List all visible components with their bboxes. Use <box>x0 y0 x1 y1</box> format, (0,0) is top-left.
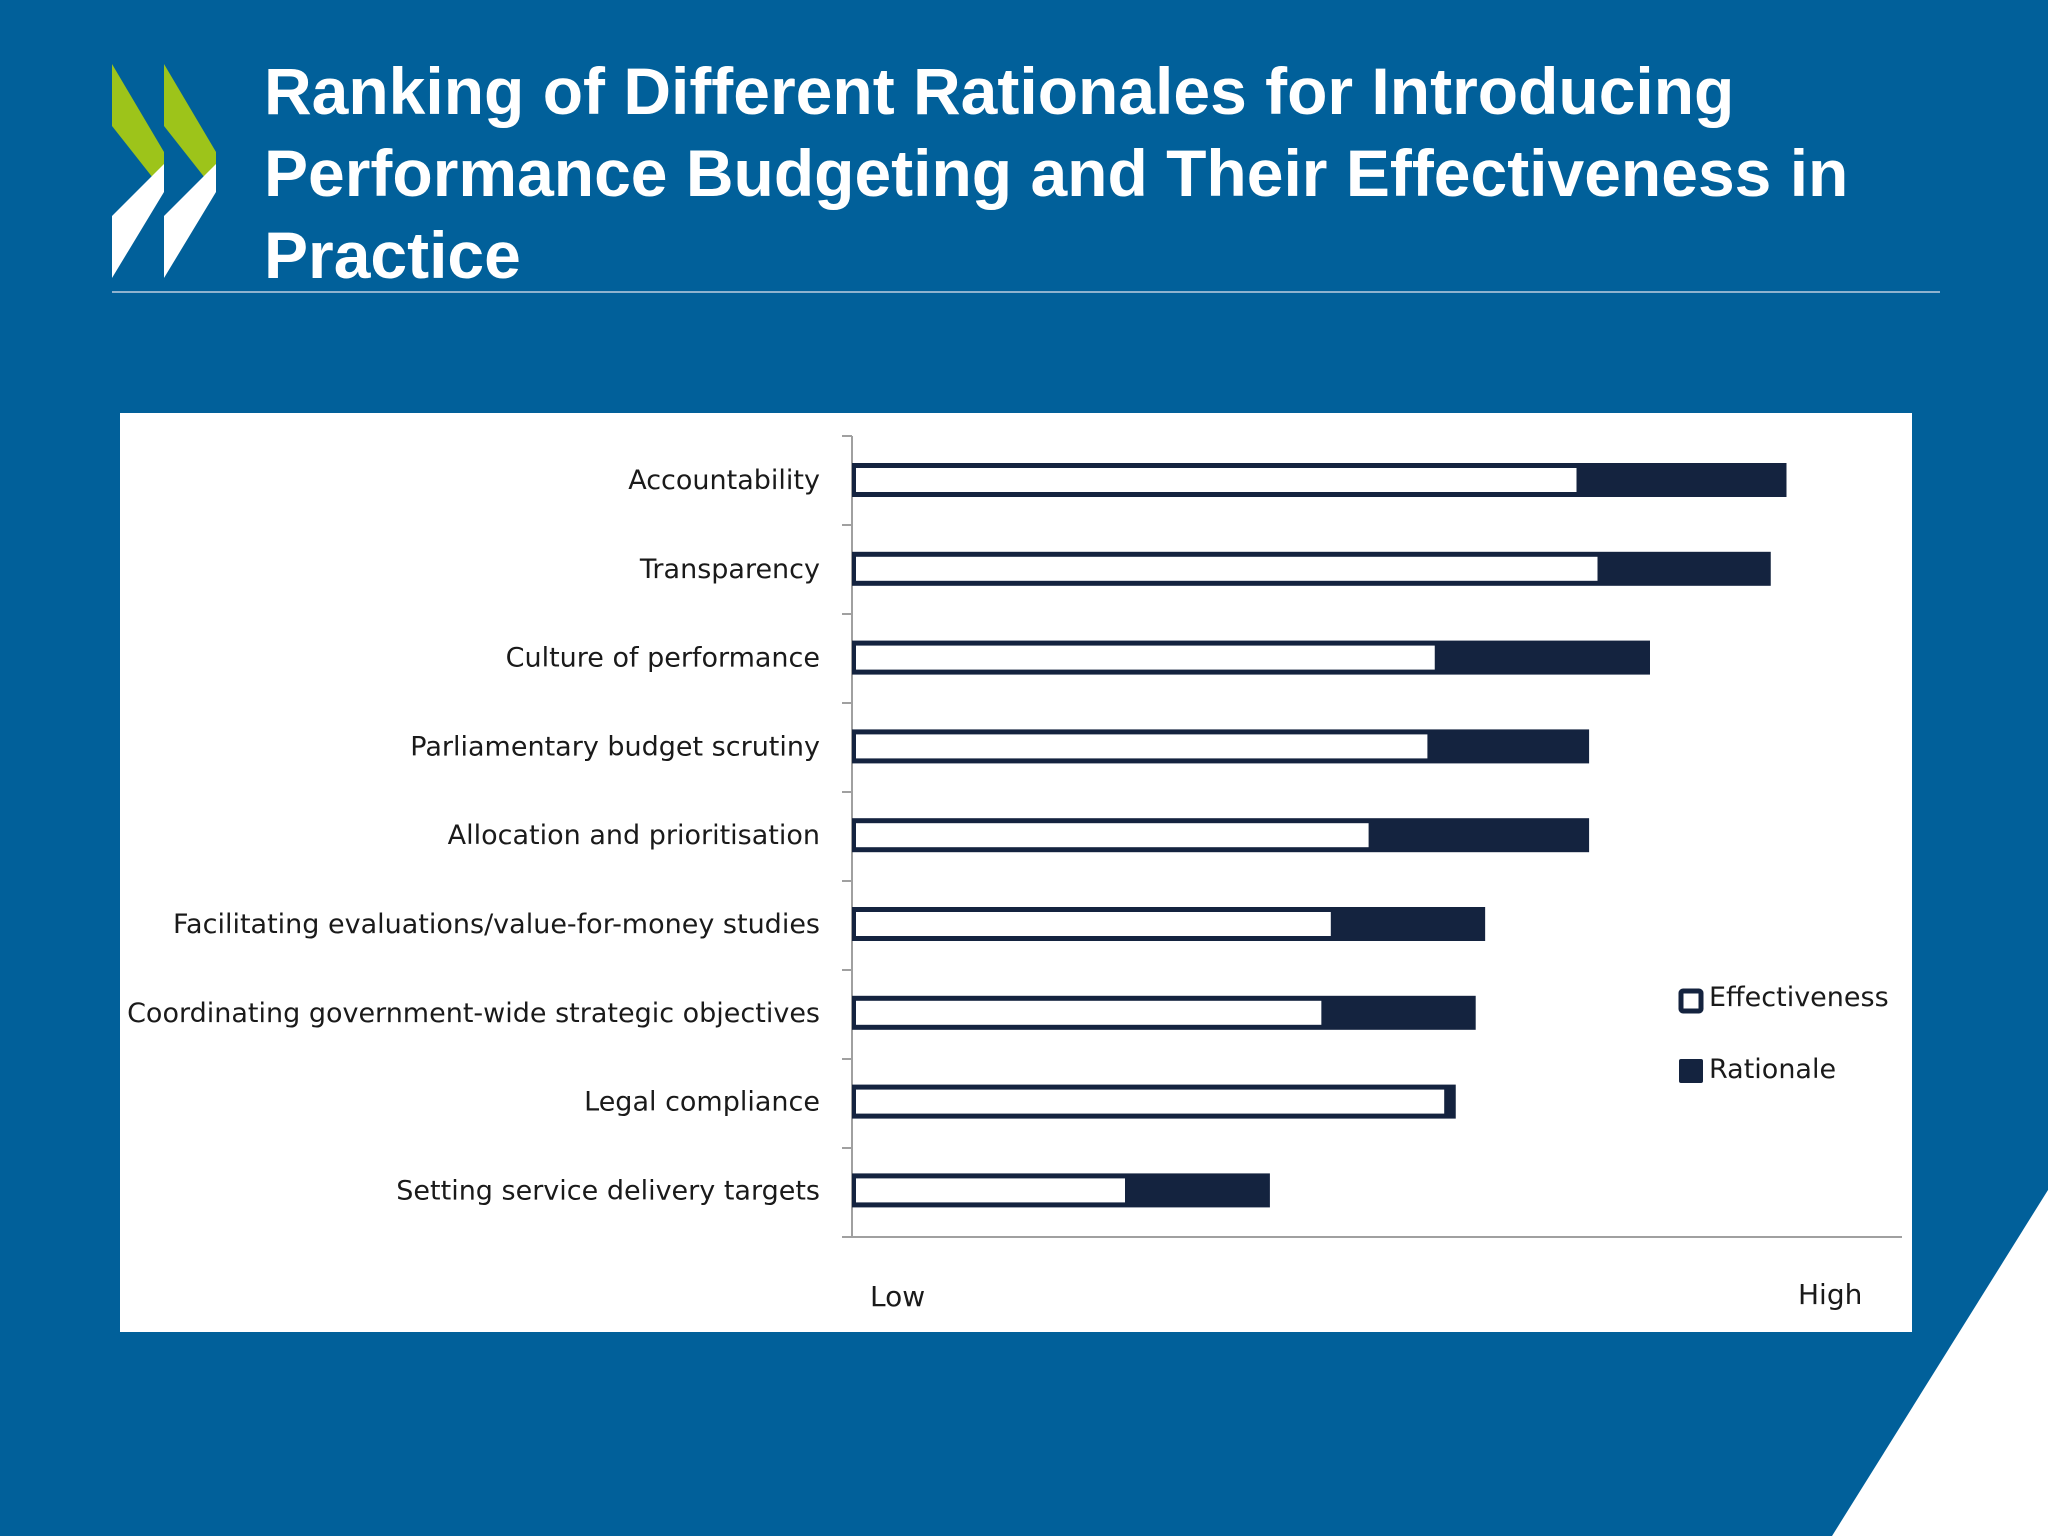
bar-effectiveness <box>856 645 1435 670</box>
bar-effectiveness <box>856 1000 1322 1025</box>
legend-swatch-rationale <box>1679 1059 1703 1083</box>
legend-label-rationale: Rationale <box>1709 1054 1836 1085</box>
chart-row: Legal compliance <box>584 1084 1456 1119</box>
category-label: Culture of performance <box>506 643 820 674</box>
chart-rows: Accountability Transparency Culture of per… <box>127 463 1787 1208</box>
bar-chart: Accountability Transparency Culture of per… <box>127 435 1902 1313</box>
chart-row: Parliamentary budget scrutiny <box>410 729 1590 764</box>
legend-label-effectiveness: Effectiveness <box>1709 982 1889 1013</box>
oecd-chevron-logo <box>112 64 216 278</box>
chart-row: Culture of performance <box>506 640 1650 675</box>
category-label: Transparency <box>639 554 820 585</box>
chart-row: Allocation and prioritisation <box>448 818 1590 853</box>
category-label: Parliamentary budget scrutiny <box>410 731 820 762</box>
bar-effectiveness <box>856 734 1428 759</box>
chart-panel: Accountability Transparency Culture of per… <box>120 413 1912 1332</box>
slide-title: Ranking of Different Rationales for Intr… <box>264 54 1849 292</box>
bar-effectiveness <box>856 912 1331 936</box>
chart-row: Setting service delivery targets <box>396 1173 1270 1208</box>
chart-legend: Effectiveness Rationale <box>1678 982 1889 1085</box>
bar-effectiveness <box>856 823 1369 848</box>
bar-effectiveness <box>856 1089 1445 1114</box>
category-label: Accountability <box>628 465 820 496</box>
chart-row: Facilitating evaluations/value-for-money… <box>173 907 1486 941</box>
x-axis-high-label: High <box>1798 1278 1862 1311</box>
category-label: Legal compliance <box>584 1087 820 1118</box>
category-label: Setting service delivery targets <box>396 1175 820 1206</box>
chart-row: Coordinating government-wide strategic o… <box>127 995 1476 1030</box>
bar-effectiveness <box>856 1178 1125 1203</box>
title-divider <box>112 291 1940 293</box>
chart-row: Transparency <box>639 551 1771 586</box>
bar-effectiveness <box>856 556 1598 581</box>
category-label: Allocation and prioritisation <box>448 820 820 851</box>
chart-row: Accountability <box>628 463 1787 497</box>
x-axis-low-label: Low <box>870 1280 925 1313</box>
category-label: Facilitating evaluations/value-for-money… <box>173 909 820 940</box>
bar-effectiveness <box>856 468 1577 492</box>
category-label: Coordinating government-wide strategic o… <box>127 998 820 1029</box>
legend-swatch-effectiveness <box>1678 988 1704 1014</box>
